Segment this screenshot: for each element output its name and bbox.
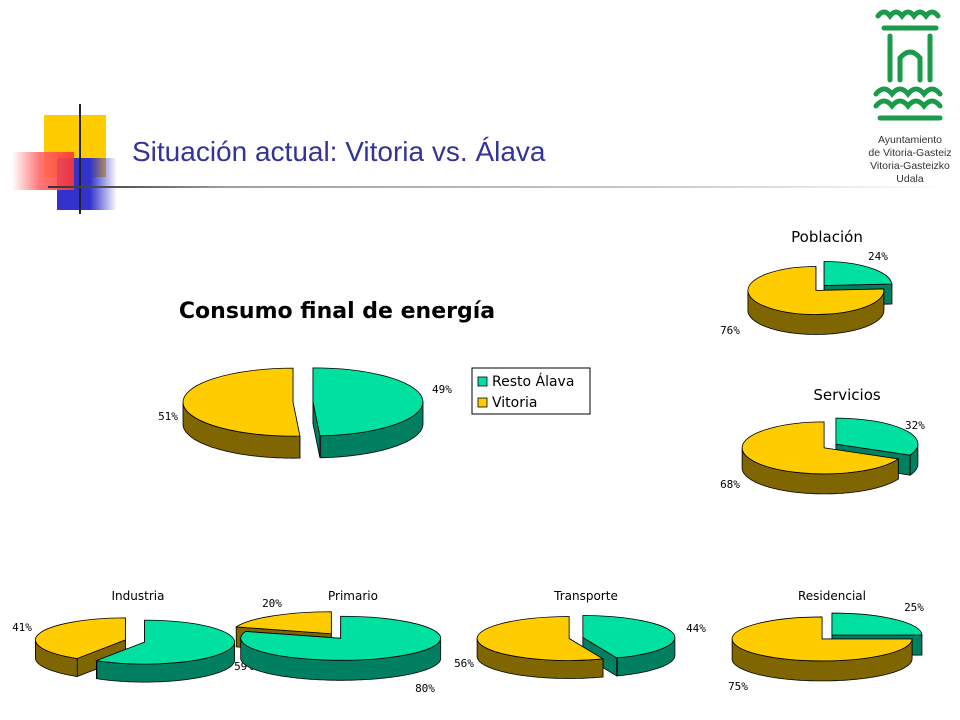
slice-top [240,615,442,661]
city-logo: Ayuntamiento de Vitoria-Gasteiz Vitoria-… [860,0,960,200]
data-label: 20% [262,597,282,610]
legend-label: Resto Álava [492,373,574,390]
chart-title: Transporte [553,589,618,603]
slice-top [476,616,605,661]
chart-title: Industria [112,589,165,603]
pie-slice-vitoria [731,616,913,682]
decor-red-square [12,152,74,190]
data-label: 75% [728,680,748,693]
chart-title: Residencial [798,589,866,603]
slice-top [35,617,126,659]
slice-top [312,367,424,437]
slide-title: Situación actual: Vitoria vs. Álava [132,136,546,167]
pie-slice-resto-alava [582,615,676,677]
logo-line: de Vitoria-Gasteiz [868,147,952,159]
slice-top [831,612,923,636]
pie-slice-vitoria [476,616,605,679]
legend-swatch [477,397,488,408]
slice-top [747,266,885,315]
slice-top [731,616,913,662]
pie-chart: Consumo final de energía 49% 51% [158,299,495,459]
chart-title: Población [791,228,863,246]
slice-top [94,619,235,665]
logo-line: Ayuntamiento [877,134,942,146]
pie-slice-resto-alava [94,619,235,683]
pie-chart: Transporte 44% 56% [454,589,706,679]
data-label: 68% [720,478,740,491]
chart-legend: Resto Álava Vitoria [471,367,591,415]
legend-box [471,367,591,415]
slice-top [835,417,919,456]
chart-title: Primario [328,589,378,603]
pie-slice-vitoria [741,421,900,495]
data-label: 44% [686,622,706,635]
logo-line: Vitoria-Gasteizko [870,160,950,172]
slice-top [582,615,676,659]
pie-slice-resto-alava [312,367,424,459]
pie-chart: Primario 80% 20% [235,589,442,695]
data-label: 49% [432,383,452,396]
logo-line: Udala [896,173,924,185]
title-underline [48,186,950,188]
slice-top [823,261,893,286]
data-label: 76% [720,324,740,337]
city-emblem-icon [873,9,943,121]
pie-slice-vitoria [747,266,885,335]
slice-top [235,611,332,635]
slice-top [741,421,900,475]
data-label: 51% [158,410,178,423]
pie-slice-vitoria [182,367,301,459]
legend-swatch [477,376,488,387]
pie-slice-resto-alava [240,615,442,681]
chart-title: Consumo final de energía [179,299,495,324]
logo-text: Ayuntamiento de Vitoria-Gasteiz Vitoria-… [860,134,960,186]
data-label: 24% [868,250,888,263]
chart-title: Servicios [813,386,881,404]
pie-chart: Población 24% 76% [720,228,893,337]
data-label: 56% [454,657,474,670]
slice-top [182,367,301,437]
pie-slice-vitoria [35,617,126,678]
data-label: 80% [415,682,435,695]
legend-label: Vitoria [492,395,537,411]
pie-chart: Residencial 25% 75% [728,589,924,693]
data-label: 25% [904,601,924,614]
decor-vertical-line [79,104,81,214]
pie-chart: Servicios 32% 68% [720,386,925,495]
data-label: 32% [905,419,925,432]
data-label: 41% [12,621,32,634]
